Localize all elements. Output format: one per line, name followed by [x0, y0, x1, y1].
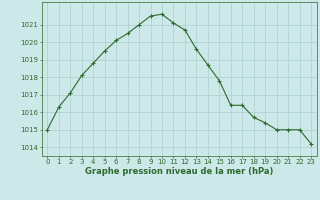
X-axis label: Graphe pression niveau de la mer (hPa): Graphe pression niveau de la mer (hPa)	[85, 167, 273, 176]
